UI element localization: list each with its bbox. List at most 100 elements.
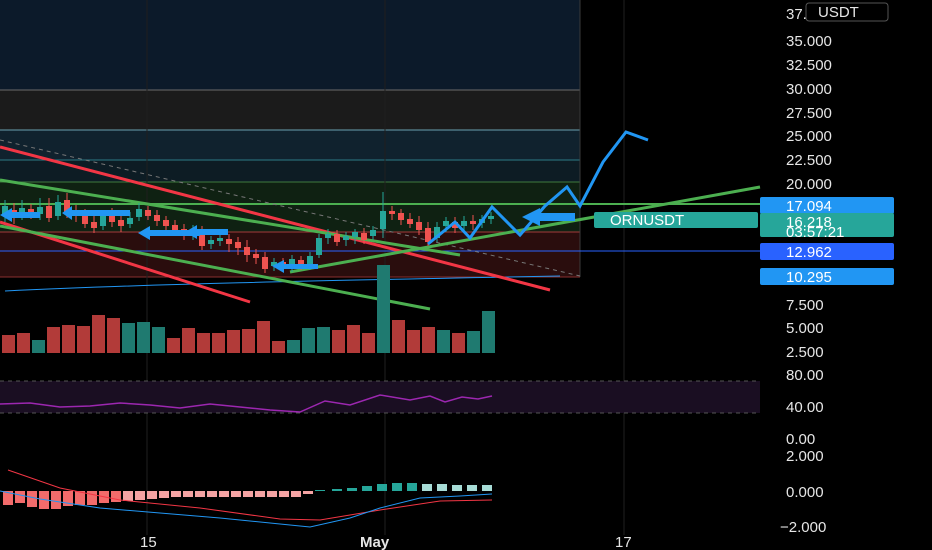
- current-price-value: 16.218: [786, 214, 832, 231]
- candle-body: [461, 221, 467, 226]
- candle-body: [407, 219, 413, 224]
- candle-body: [145, 210, 151, 216]
- candle-body: [452, 222, 458, 228]
- price-tick: 20.000: [786, 176, 832, 193]
- time-tick: 15: [140, 534, 157, 550]
- candle-body: [334, 234, 340, 242]
- level-badge-mid: [760, 243, 894, 260]
- arrow-marker: [138, 226, 200, 240]
- volume-bar: [47, 327, 60, 353]
- volume-series: [2, 265, 495, 353]
- volume-bar: [182, 328, 195, 353]
- fib-zone-2: [0, 90, 580, 130]
- macd-bar: [482, 485, 492, 491]
- macd-bar: [219, 491, 229, 497]
- macd-bar: [347, 488, 357, 491]
- price-tick: 25.000: [786, 128, 832, 145]
- volume-tick: 2.500: [786, 344, 824, 361]
- volume-bar: [17, 333, 30, 353]
- macd-bar: [452, 485, 462, 491]
- candle-body: [271, 262, 277, 266]
- candle-body: [118, 220, 124, 226]
- macd-bar: [267, 491, 277, 497]
- fib-zone-4: [0, 160, 580, 182]
- price-tick: 35.000: [786, 33, 832, 50]
- price-tick: 32.500: [786, 57, 832, 74]
- rsi-band: [0, 381, 760, 413]
- candle-body: [298, 260, 304, 266]
- red-trendline-upper: [0, 145, 551, 292]
- macd-bar: [3, 491, 13, 505]
- macd-bar: [231, 491, 241, 497]
- volume-bar: [122, 323, 135, 353]
- candle-body: [380, 211, 386, 229]
- arrow-marker: [62, 206, 130, 220]
- macd-bar: [377, 484, 387, 491]
- macd-bar: [243, 491, 253, 497]
- candle-body: [398, 213, 404, 220]
- candle-body: [46, 206, 52, 218]
- level-badge-low: [760, 268, 894, 285]
- candle-body: [127, 218, 133, 224]
- rsi-line: [0, 394, 493, 413]
- macd-signal-line: [7, 469, 493, 521]
- macd-tick: 0.000: [786, 484, 824, 501]
- volume-bar: [467, 331, 480, 353]
- macd-bar: [27, 491, 37, 507]
- volume-bar: [77, 326, 90, 353]
- volume-bar: [422, 327, 435, 353]
- macd-bar: [15, 491, 25, 503]
- volume-bar: [107, 318, 120, 353]
- volume-bar: [347, 325, 360, 353]
- arrow-marker: [0, 208, 40, 222]
- volume-bar: [407, 330, 420, 353]
- volume-bar: [167, 338, 180, 353]
- price-tick: 27.500: [786, 105, 832, 122]
- fib-zone-3: [0, 130, 580, 160]
- time-axis[interactable]: 15 May 17: [140, 534, 632, 550]
- candle-body: [361, 233, 367, 240]
- time-tick: May: [360, 534, 390, 550]
- macd-bar: [279, 491, 289, 497]
- candle-body: [163, 220, 169, 226]
- volume-bar: [62, 325, 75, 353]
- price-tick: 22.500: [786, 152, 832, 169]
- macd-bar: [291, 491, 301, 497]
- macd-bar: [159, 491, 169, 498]
- price-axis[interactable]: 37.500 USDT 35.000 32.500 30.000 27.500 …: [760, 2, 894, 536]
- macd-histogram: [3, 483, 492, 509]
- volume-bar: [437, 330, 450, 353]
- macd-bar: [87, 491, 97, 505]
- volume-bar: [332, 330, 345, 353]
- level-badge-top: [760, 197, 894, 214]
- candle-body: [235, 242, 241, 248]
- rsi-tick: 80.00: [786, 367, 824, 384]
- candle-body: [100, 215, 106, 226]
- candle-body: [343, 236, 349, 240]
- candle-body: [82, 216, 88, 224]
- macd-bar: [407, 483, 417, 491]
- dashed-trend-line: [0, 139, 581, 277]
- macd-bar: [467, 485, 477, 491]
- arrow-marker: [185, 225, 228, 239]
- volume-bar: [92, 315, 105, 353]
- volume-bar: [302, 328, 315, 353]
- candle-body: [37, 207, 43, 214]
- volume-bar: [32, 340, 45, 353]
- volume-bar: [2, 335, 15, 353]
- volume-bar: [287, 340, 300, 353]
- macd-bar: [183, 491, 193, 497]
- macd-bar: [111, 491, 121, 502]
- symbol-label-box[interactable]: [594, 212, 758, 228]
- volume-bar: [152, 327, 165, 353]
- macd-bar: [422, 484, 432, 491]
- macd-line: [0, 490, 493, 528]
- macd-bar: [51, 491, 61, 509]
- moving-average-line: [4, 275, 561, 292]
- macd-bar: [437, 484, 447, 491]
- candle-body: [425, 228, 431, 242]
- candle-body: [172, 225, 178, 231]
- candle-body: [307, 256, 313, 265]
- candle-body: [470, 221, 476, 224]
